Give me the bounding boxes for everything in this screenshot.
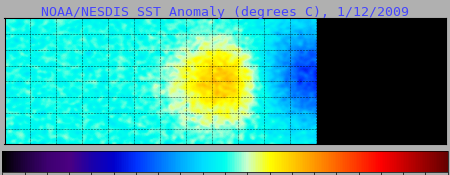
- Text: NOAA/NESDIS SST Anomaly (degrees C), 1/12/2009: NOAA/NESDIS SST Anomaly (degrees C), 1/1…: [41, 6, 409, 19]
